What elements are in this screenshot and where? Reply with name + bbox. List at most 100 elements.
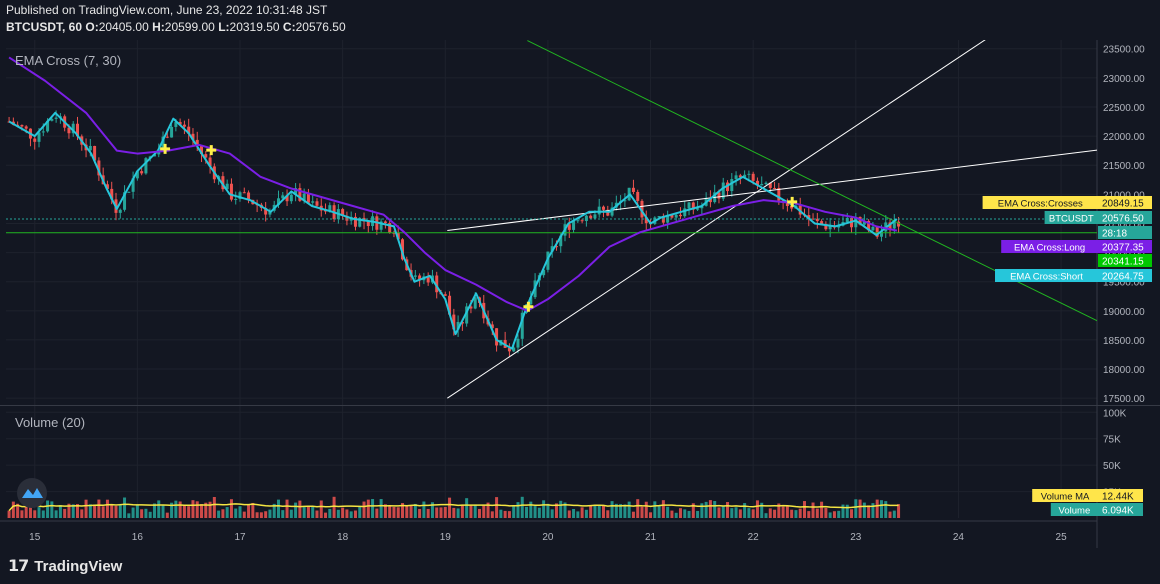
volume-bar (644, 501, 648, 518)
volume-bar (473, 504, 477, 518)
volume-bar (841, 504, 845, 518)
volume-bar (221, 509, 225, 518)
candle-body (691, 202, 695, 210)
volume-bar (845, 504, 849, 518)
candle-body (644, 217, 648, 224)
value-label-value: 20849.15 (1102, 199, 1144, 210)
volume-bar (768, 508, 772, 518)
candle-body (696, 208, 700, 210)
volume-bar (593, 504, 597, 518)
time-tick-label: 16 (132, 532, 144, 543)
low-label: L: (218, 20, 230, 34)
candle-body (93, 145, 97, 161)
candle-body (550, 246, 554, 252)
candle-body (50, 118, 54, 121)
candle-body (760, 184, 764, 186)
open-label: O: (85, 20, 99, 34)
volume-bar (63, 508, 67, 518)
volume-bar (525, 506, 529, 518)
price-tick-label: 23500.00 (1103, 45, 1145, 56)
value-label-value: 20264.75 (1102, 272, 1144, 283)
volume-bar (794, 510, 798, 518)
candle-body (674, 214, 678, 218)
volume-bar (687, 510, 691, 518)
ema-line (8, 111, 898, 350)
cross-marker (523, 301, 534, 312)
volume-bar (550, 509, 554, 518)
volume-bar (627, 501, 631, 518)
volume-bar (602, 506, 606, 518)
volume-bar (439, 507, 443, 518)
candle-body (897, 221, 901, 227)
candle-body (858, 216, 862, 225)
volume-bar (490, 511, 494, 518)
volume-bar (358, 507, 362, 518)
candle-body (71, 123, 75, 134)
high-value: 20599.00 (164, 20, 215, 34)
candle-body (187, 126, 191, 134)
candle-body (298, 188, 302, 201)
candle-body (448, 295, 452, 315)
volume-bar (161, 504, 165, 518)
volume-bar (54, 510, 58, 518)
candle-body (734, 175, 738, 180)
volume-bar (486, 502, 490, 518)
ema-line (8, 56, 898, 312)
volume-bar (832, 511, 836, 518)
volume-bar (738, 509, 742, 518)
candle-body (623, 200, 627, 202)
candle-body (135, 171, 139, 179)
volume-bar (7, 510, 11, 518)
volume-bar (871, 503, 875, 518)
volume-bar (452, 507, 456, 518)
volume-bar (349, 511, 353, 518)
tradingview-brand[interactable]: 𝟭𝟳 TradingView (8, 556, 122, 576)
volume-bar (465, 498, 469, 518)
volume-bar (289, 509, 293, 518)
candle-body (726, 182, 730, 192)
volume-bar (619, 504, 623, 518)
candle-body (76, 123, 80, 137)
volume-bar (636, 499, 640, 518)
volume-bar (785, 505, 789, 518)
candle-body (413, 275, 417, 277)
published-line: Published on TradingView.com, June 23, 2… (6, 3, 327, 17)
volume-bar (631, 511, 635, 518)
volume-bar (554, 503, 558, 518)
candle-body (768, 182, 772, 188)
volume-bar (708, 500, 712, 518)
trendline (447, 149, 1097, 231)
volume-bar (559, 500, 563, 518)
volume-bar (460, 504, 464, 518)
volume-bar (204, 502, 208, 518)
trendlines (6, 40, 1097, 399)
volume-bar (418, 508, 422, 518)
volume-bar (824, 507, 828, 518)
time-tick-label: 25 (1056, 532, 1068, 543)
candle-body (170, 126, 174, 138)
volume-bar (67, 503, 71, 518)
volume-bar (174, 500, 178, 518)
volume-tick-label: 100K (1103, 408, 1127, 419)
candle-body (469, 306, 473, 309)
volume-bar (888, 511, 892, 518)
price-tick-label: 18500.00 (1103, 336, 1145, 347)
candle-body (473, 297, 477, 309)
volume-bar (315, 510, 319, 518)
candle-body (426, 276, 430, 283)
candle-body (418, 275, 422, 281)
volume-title: Volume (20) (15, 415, 85, 430)
price-chart[interactable]: 23500.00 23000.00 22500.00 22000.00 21500.00… (0, 0, 1160, 552)
candle-body (743, 174, 747, 178)
candle-body (289, 194, 293, 202)
volume-bar (691, 503, 695, 518)
volume-bar (332, 496, 336, 518)
candle-body (456, 321, 460, 330)
value-label-name: BTCUSDT (1049, 214, 1094, 225)
candle-body (54, 117, 58, 119)
candle-body (379, 221, 383, 230)
volume-bar (272, 503, 276, 518)
candle-body (195, 139, 199, 146)
price-tick-label: 20500.00 (1103, 219, 1145, 230)
volume-bar (208, 501, 212, 518)
